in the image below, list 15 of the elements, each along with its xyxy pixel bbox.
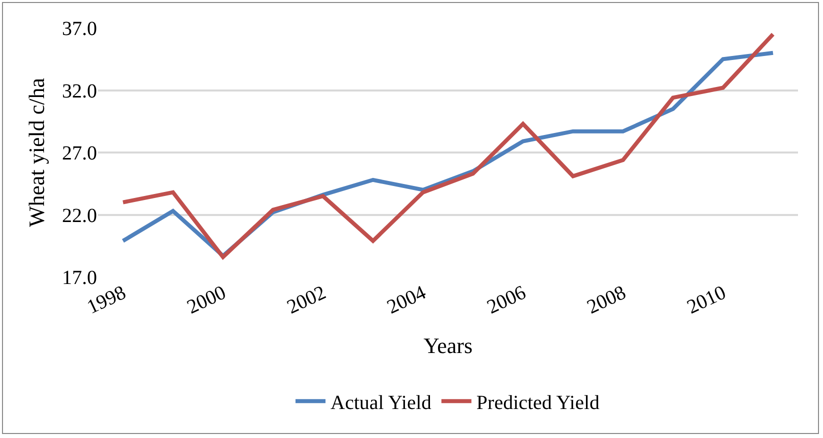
y-axis-title: Wheat yield c/ha	[24, 78, 49, 228]
x-tick-label: 2008	[584, 282, 630, 318]
legend-label: Predicted Yield	[476, 392, 600, 414]
y-tick-label: 37.0	[62, 18, 97, 40]
y-tick-label: 22.0	[62, 204, 97, 227]
x-axis-title: Years	[423, 333, 473, 358]
x-tick-label: 2000	[184, 282, 230, 318]
y-tick-label: 17.0	[62, 267, 97, 289]
x-tick-label: 2006	[484, 282, 530, 318]
x-tick-label: 2010	[684, 282, 730, 318]
y-tick-label: 27.0	[62, 142, 97, 164]
legend-label: Actual Yield	[330, 392, 432, 414]
y-tick-label: 32.0	[62, 80, 97, 102]
x-tick-label: 2002	[284, 282, 330, 318]
x-tick-label: 2004	[384, 282, 430, 318]
